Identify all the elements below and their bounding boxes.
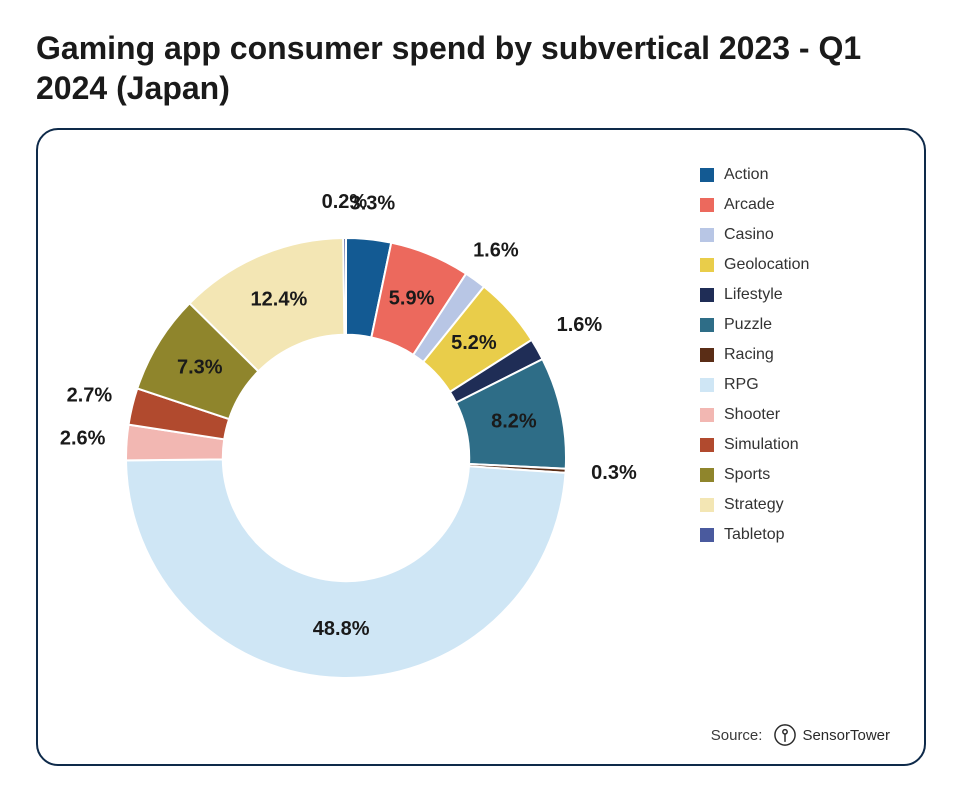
slice-label: 2.7% (67, 384, 113, 406)
legend-label: Lifestyle (724, 286, 783, 304)
legend-item: Arcade (700, 190, 890, 220)
donut-svg: 3.3%5.9%1.6%5.2%1.6%8.2%0.3%48.8%2.6%2.7… (66, 158, 626, 718)
slice-label: 2.6% (60, 428, 106, 450)
slice-label: 7.3% (177, 356, 223, 378)
legend-item: Casino (700, 220, 890, 250)
legend-swatch (700, 288, 714, 302)
legend-swatch (700, 528, 714, 542)
slice-label: 5.9% (389, 288, 435, 310)
legend-label: Sports (724, 466, 770, 484)
slice-label: 0.2% (322, 191, 368, 213)
slice-label: 8.2% (491, 411, 537, 433)
tower-icon (774, 724, 796, 746)
legend-swatch (700, 438, 714, 452)
legend-item: Tabletop (700, 520, 890, 550)
legend-swatch (700, 348, 714, 362)
source-attribution: Source: SensorTower (711, 724, 890, 746)
legend-label: Shooter (724, 406, 780, 424)
sensortower-logo: SensorTower (774, 724, 890, 746)
legend-item: Action (700, 160, 890, 190)
legend-swatch (700, 408, 714, 422)
slice-label: 12.4% (251, 288, 308, 310)
legend-item: Shooter (700, 400, 890, 430)
source-prefix: Source: (711, 727, 763, 744)
legend-swatch (700, 498, 714, 512)
chart-card: 3.3%5.9%1.6%5.2%1.6%8.2%0.3%48.8%2.6%2.7… (36, 128, 926, 766)
legend-swatch (700, 318, 714, 332)
legend-label: Tabletop (724, 526, 785, 544)
legend-swatch (700, 378, 714, 392)
legend-item: RPG (700, 370, 890, 400)
legend-item: Puzzle (700, 310, 890, 340)
legend: Action Arcade Casino Geolocation Lifestyle Pu… (700, 160, 890, 550)
legend-swatch (700, 228, 714, 242)
legend-item: Geolocation (700, 250, 890, 280)
legend-item: Sports (700, 460, 890, 490)
legend-item: Lifestyle (700, 280, 890, 310)
legend-label: Puzzle (724, 316, 772, 334)
slice-label: 0.3% (591, 462, 637, 484)
legend-swatch (700, 468, 714, 482)
sensortower-text: SensorTower (802, 727, 890, 744)
legend-label: Strategy (724, 496, 784, 514)
donut-segment (343, 238, 346, 335)
legend-item: Simulation (700, 430, 890, 460)
legend-swatch (700, 168, 714, 182)
legend-label: Action (724, 166, 768, 184)
legend-label: Simulation (724, 436, 799, 454)
legend-item: Strategy (700, 490, 890, 520)
legend-label: Arcade (724, 196, 775, 214)
legend-item: Racing (700, 340, 890, 370)
slice-label: 1.6% (557, 314, 603, 336)
slice-label: 48.8% (313, 618, 370, 640)
legend-label: RPG (724, 376, 759, 394)
slice-label: 1.6% (473, 240, 519, 262)
legend-label: Geolocation (724, 256, 809, 274)
slice-label: 5.2% (451, 332, 497, 354)
donut-chart: 3.3%5.9%1.6%5.2%1.6%8.2%0.3%48.8%2.6%2.7… (66, 158, 626, 718)
donut-segment (126, 459, 565, 678)
chart-title: Gaming app consumer spend by subvertical… (36, 28, 926, 108)
legend-swatch (700, 258, 714, 272)
legend-label: Racing (724, 346, 774, 364)
legend-label: Casino (724, 226, 774, 244)
legend-swatch (700, 198, 714, 212)
